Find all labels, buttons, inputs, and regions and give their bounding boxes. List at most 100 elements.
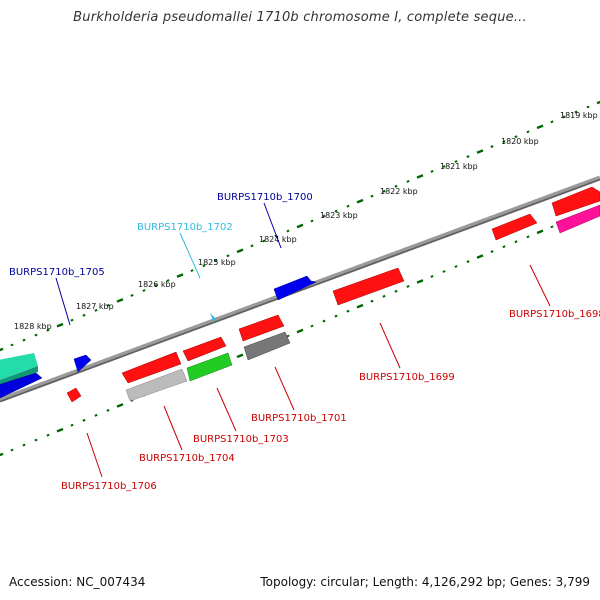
scale-tick	[442, 270, 446, 273]
scale-tick	[0, 452, 4, 457]
scale-tick	[406, 179, 410, 183]
gene-right-red[interactable]	[551, 186, 600, 217]
scale-tick	[106, 408, 110, 412]
upper-scale-ticks	[0, 100, 600, 352]
scale-tick	[454, 160, 458, 163]
scale-label-1828: 1828 kbp	[14, 322, 52, 331]
leader-line-1706	[86, 432, 103, 478]
scale-label-1820: 1820 kbp	[501, 137, 539, 146]
scale-tick	[46, 328, 50, 332]
gene-label-1702[interactable]: BURPS1710b_1702	[137, 222, 233, 233]
gene-label-1700[interactable]: BURPS1710b_1700	[217, 192, 313, 203]
leader-line-1703	[216, 387, 237, 432]
scale-tick	[430, 169, 434, 173]
gene-label-1705[interactable]: BURPS1710b_1705	[9, 267, 105, 278]
scale-tick	[550, 120, 554, 124]
scale-tick	[236, 248, 244, 254]
gene-1703-red[interactable]	[182, 336, 227, 362]
leader-line-1698	[529, 264, 551, 307]
scale-label-1823: 1823 kbp	[320, 211, 358, 220]
scale-tick	[82, 418, 86, 422]
leader-line-1702	[179, 232, 201, 279]
scale-tick	[322, 214, 326, 218]
scale-tick	[334, 314, 338, 318]
scale-tick	[454, 265, 458, 268]
scale-tick	[142, 289, 146, 292]
gene-label-1698[interactable]: BURPS1710b_1698	[509, 309, 600, 320]
gene-1704[interactable]	[125, 368, 188, 402]
scale-tick	[526, 235, 530, 239]
scale-tick	[322, 319, 326, 323]
gene-1705[interactable]	[73, 354, 92, 373]
gene-1701[interactable]	[243, 331, 291, 361]
scale-label-1827: 1827 kbp	[76, 302, 114, 311]
gene-left-teal-shade	[0, 366, 38, 386]
gene-label-1706[interactable]: BURPS1710b_1706	[61, 481, 157, 492]
scale-tick	[394, 184, 398, 188]
scale-tick	[116, 403, 124, 408]
scale-tick	[0, 347, 4, 352]
scale-tick	[502, 140, 506, 144]
scale-tick	[22, 338, 26, 342]
gene-1700[interactable]	[273, 275, 317, 301]
gene-1702[interactable]	[210, 313, 215, 323]
scale-tick	[574, 110, 578, 114]
gene-left-teal[interactable]	[0, 353, 38, 380]
scale-label-1821: 1821 kbp	[440, 162, 478, 171]
accession-text: Accession: NC_007434	[9, 575, 146, 589]
scale-tick	[236, 353, 244, 359]
chromosome-backbone-shade	[0, 178, 600, 403]
scale-tick	[56, 322, 64, 328]
scale-tick	[190, 269, 194, 273]
scale-tick	[310, 219, 314, 223]
leader-line-1704	[163, 405, 183, 451]
scale-tick	[130, 293, 134, 297]
scale-label-1819: 1819 kbp	[560, 111, 598, 120]
gene-1703[interactable]	[186, 352, 233, 382]
genes-lower-strand	[66, 186, 600, 403]
gene-1701-red[interactable]	[238, 314, 285, 342]
scale-tick	[94, 308, 98, 312]
gene-left-blue[interactable]	[0, 372, 43, 399]
scale-label-1826: 1826 kbp	[138, 280, 176, 289]
scale-tick	[176, 273, 184, 278]
gene-1704-red[interactable]	[121, 351, 182, 384]
scale-tick	[490, 145, 494, 149]
scale-tick	[490, 250, 494, 254]
leader-line-1700	[263, 202, 282, 249]
scale-tick	[34, 333, 38, 337]
gene-1699[interactable]	[332, 267, 405, 306]
scale-tick	[356, 198, 364, 204]
scale-tick	[596, 100, 600, 105]
scale-tick	[514, 240, 518, 244]
map-title: Burkholderia pseudomallei 1710b chromoso…	[73, 10, 527, 25]
scale-tick	[214, 259, 218, 263]
leader-line-1699	[379, 322, 401, 369]
scale-tick	[226, 254, 230, 258]
scale-tick	[382, 189, 386, 193]
scale-tick	[34, 438, 38, 442]
label-leader-lines	[55, 202, 551, 478]
genes-upper-strand	[0, 275, 317, 399]
gene-label-1701[interactable]: BURPS1710b_1701	[251, 413, 347, 424]
scale-tick	[10, 343, 14, 347]
scale-label-1825: 1825 kbp	[198, 258, 236, 267]
scale-labels: 1819 kbp 1820 kbp 1821 kbp 1822 kbp 1823…	[14, 111, 598, 331]
gene-1698[interactable]	[491, 213, 538, 241]
gene-1706[interactable]	[66, 387, 82, 403]
scale-tick	[536, 229, 544, 235]
gene-label-1703[interactable]: BURPS1710b_1703	[193, 434, 289, 445]
scale-tick	[356, 303, 364, 309]
scale-tick	[22, 443, 26, 447]
scale-tick	[536, 124, 544, 130]
scale-tick	[286, 229, 290, 233]
gene-right-magenta[interactable]	[555, 204, 600, 234]
gene-label-1704[interactable]: BURPS1710b_1704	[139, 453, 235, 464]
scale-tick	[370, 194, 374, 198]
gene-label-1699[interactable]: BURPS1710b_1699	[359, 372, 455, 383]
scale-tick	[94, 413, 98, 417]
scale-tick	[250, 244, 254, 248]
scale-tick	[296, 223, 304, 229]
scale-tick	[394, 289, 398, 293]
